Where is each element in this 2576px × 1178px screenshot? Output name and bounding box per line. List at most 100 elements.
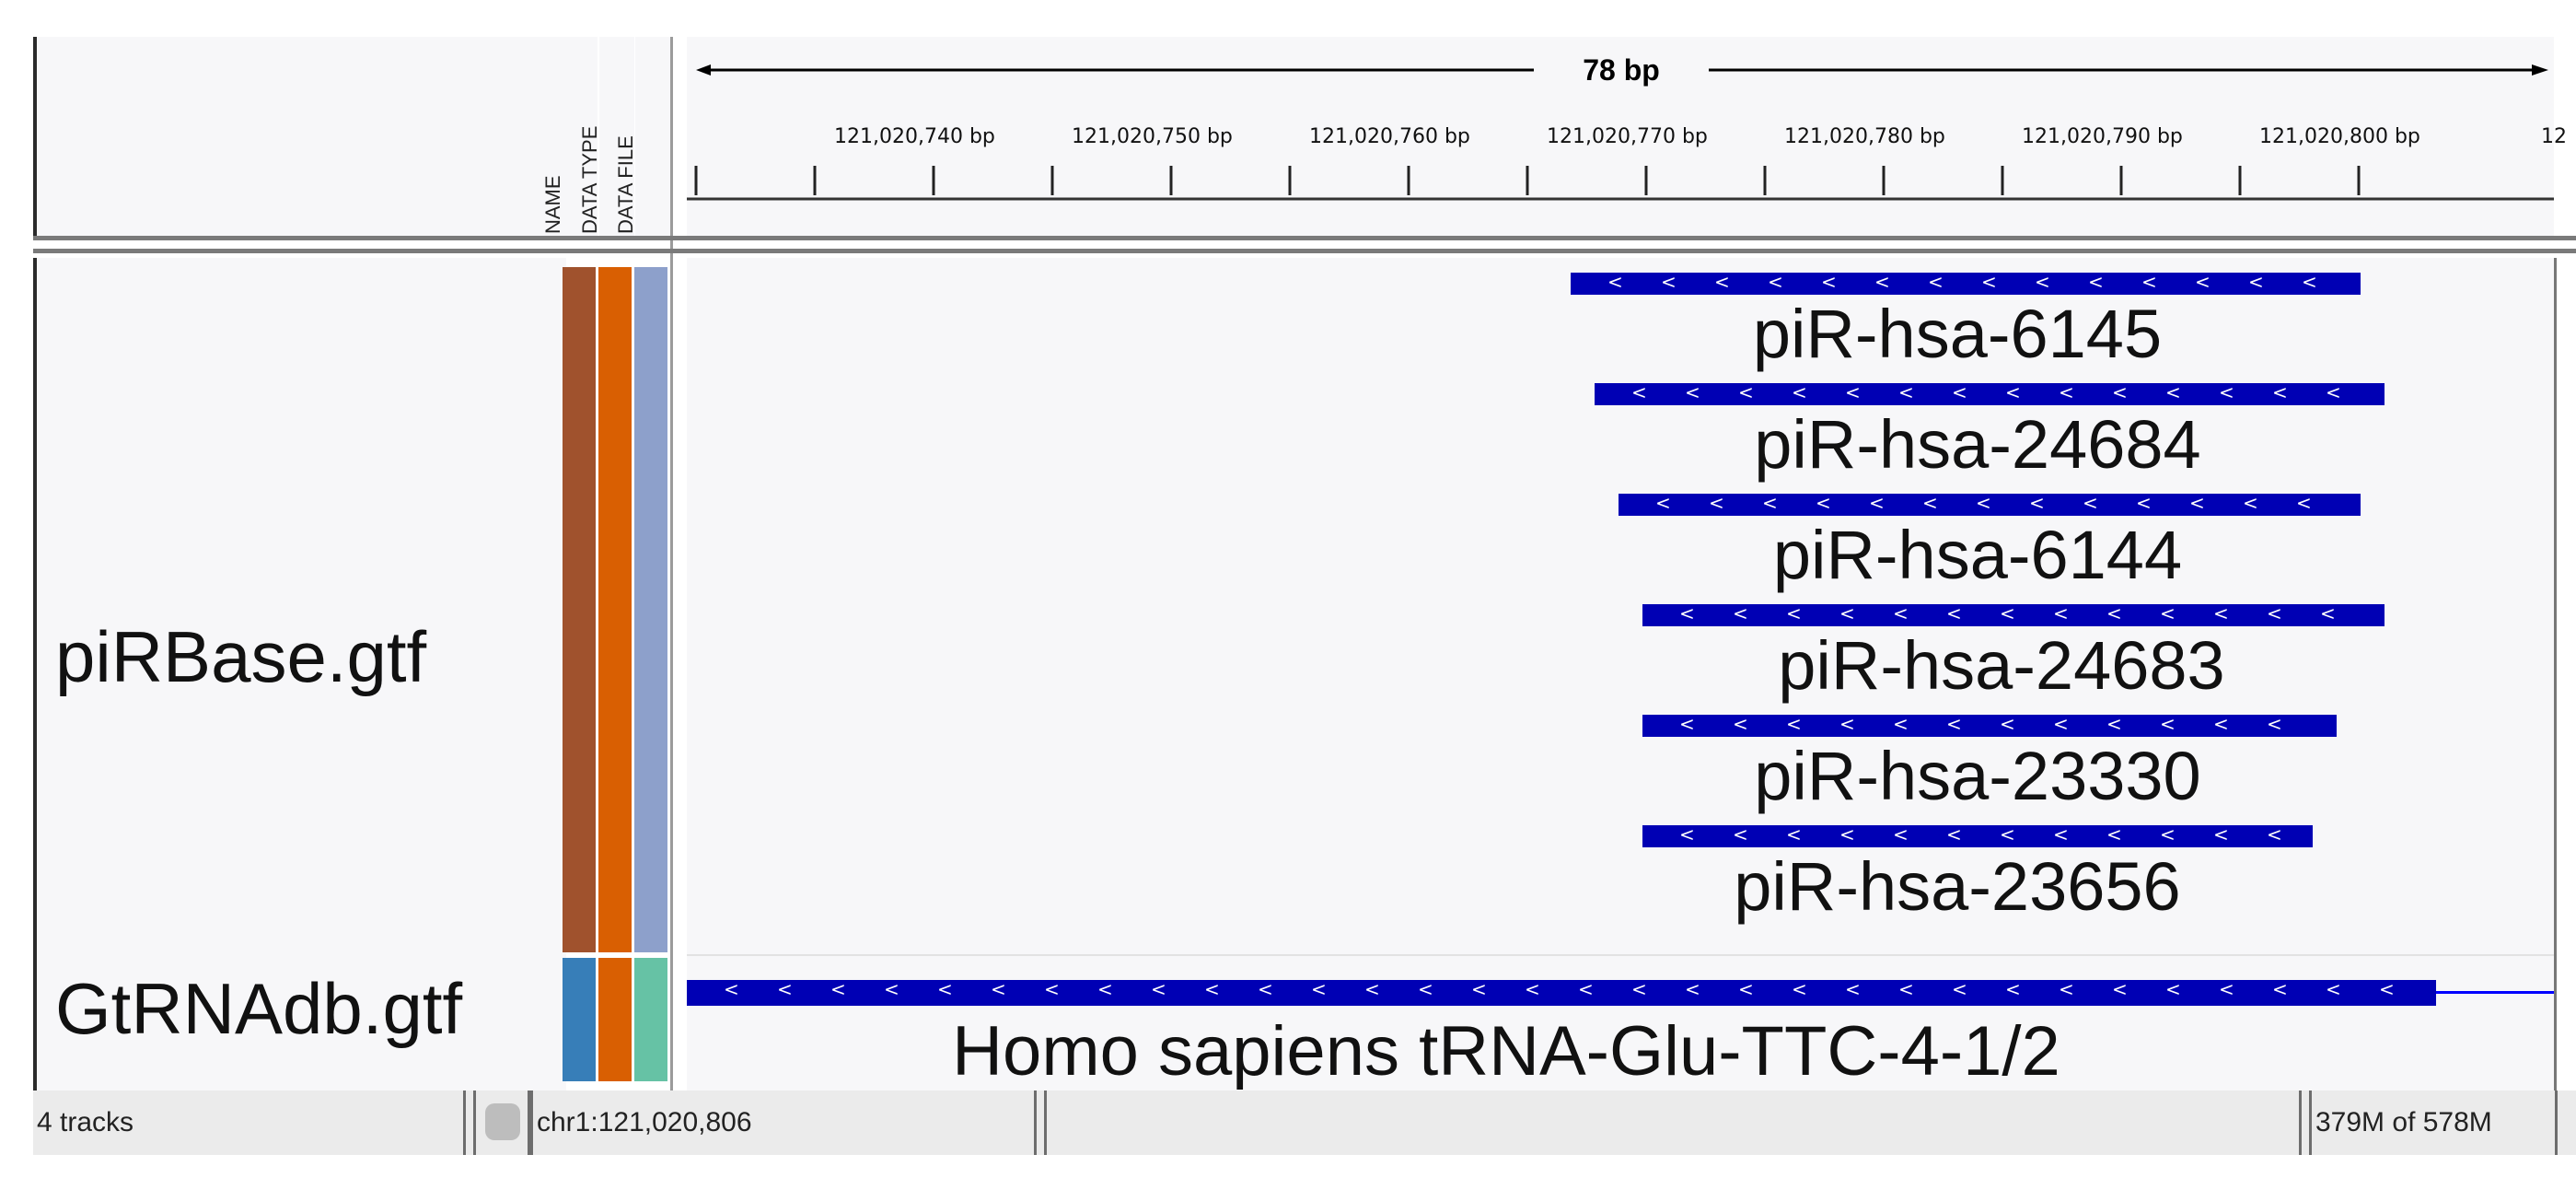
status-gc-box[interactable] (473, 1091, 530, 1155)
attribute-cell-pirbase-name[interactable] (563, 267, 596, 952)
track-name-gtrnadb[interactable]: GtRNAdb.gtf (55, 968, 463, 1049)
track-data-panel[interactable]: < < < < < < < < < < < < < < piR-hsa-6145 < < < < < < < < < < < <… (687, 258, 2557, 1091)
strand-arrow-icon: < (1044, 980, 1060, 1000)
strand-arrow-icon: < (1869, 494, 1885, 514)
ruler-tick-label: 121,020,800 bp (2259, 125, 2420, 148)
strand-arrow-icon: < (1893, 715, 1909, 735)
attribute-cell-gtrnadb-name[interactable] (563, 958, 596, 1081)
strand-arrow-icon: < (2165, 383, 2181, 403)
strand-arrow-icon: < (1418, 980, 1433, 1000)
strand-arrow-icon: < (2106, 715, 2122, 735)
strand-arrow-icon: < (2243, 494, 2258, 514)
strand-arrow-icon: < (1898, 980, 1914, 1000)
feature-pir-hsa-23656[interactable]: < < < < < < < < < < < < (1642, 825, 2313, 847)
strand-arrow-icon: < (2248, 273, 2264, 293)
strand-arrow-icon: < (2112, 383, 2128, 403)
feature-pir-hsa-24684[interactable]: < < < < < < < < < < < < < < (1595, 383, 2385, 405)
feature-label: piR-hsa-6145 (1752, 296, 2163, 372)
strand-arrow-icon: < (1952, 383, 1967, 403)
strand-arrow-icon: < (1151, 980, 1166, 1000)
strand-arrow-icon: < (1685, 980, 1700, 1000)
status-message (1044, 1091, 2302, 1155)
feature-pir-hsa-23330[interactable]: < < < < < < < < < < < < (1642, 715, 2337, 737)
attribute-header-data-type[interactable]: DATA TYPE (578, 37, 634, 239)
feature-pir-hsa-24683[interactable]: < < < < < < < < < < < < < (1642, 604, 2385, 626)
status-memory: 379M of 578M (2309, 1091, 2558, 1155)
strand-arrow-icon: < (1679, 715, 1695, 735)
feature-label: piR-hsa-23330 (1754, 738, 2201, 814)
strand-arrow-icon: < (2320, 604, 2336, 624)
strand-arrow-icon: < (1631, 980, 1647, 1000)
strand-arrow-icon: < (1976, 494, 1991, 514)
feature-label: piR-hsa-23656 (1734, 848, 2181, 925)
track-separator (687, 954, 2554, 956)
ruler-tick-label: 121,020,770 bp (1547, 125, 1708, 148)
strand-arrow-icon: < (2267, 604, 2282, 624)
strand-arrow-icon: < (1607, 273, 1623, 293)
strand-arrow-icon: < (2219, 383, 2234, 403)
strand-arrow-icon: < (1922, 494, 1938, 514)
attribute-cell-gtrnadb-data-type[interactable] (598, 958, 632, 1081)
status-bar: 4 tracks chr1:121,020,806 379M of 578M (33, 1091, 2576, 1155)
strand-arrow-icon: < (1928, 273, 1944, 293)
strand-arrow-icon: < (2267, 715, 2282, 735)
strand-arrow-icon: < (2000, 825, 2015, 846)
strand-arrow-icon: < (2195, 273, 2210, 293)
strand-arrow-icon: < (1768, 273, 1783, 293)
feature-pir-hsa-6145[interactable]: < < < < < < < < < < < < < < (1571, 273, 2361, 295)
strand-arrow-icon: < (2213, 715, 2229, 735)
strand-arrow-icon: < (884, 980, 899, 1000)
strand-arrow-icon: < (2160, 825, 2176, 846)
strand-arrow-icon: < (1952, 980, 1967, 1000)
strand-arrow-icon: < (2106, 604, 2122, 624)
strand-arrow-icon: < (1631, 383, 1647, 403)
strand-arrow-icon: < (2326, 980, 2341, 1000)
header-divider-lower (33, 249, 2576, 253)
strand-arrow-icon: < (1655, 494, 1671, 514)
feature-trna-glu-ttc-4-1-2[interactable]: < < < < < < < < < < < < < < < < < < < < < < < < < < < < < < < < (687, 980, 2436, 1006)
attribute-header-data-file[interactable]: DATA FILE (614, 37, 670, 239)
strand-arrow-icon: < (1578, 980, 1594, 1000)
strand-arrow-icon: < (2106, 825, 2122, 846)
attribute-panel-separator[interactable] (670, 37, 673, 1091)
strand-arrow-icon: < (1661, 273, 1677, 293)
memory-gc-icon[interactable] (485, 1103, 520, 1140)
strand-arrow-icon: < (1792, 383, 1807, 403)
feature-intron-line (2436, 991, 2554, 994)
strand-arrow-icon: < (2000, 715, 2015, 735)
attribute-cell-pirbase-data-type[interactable] (598, 267, 632, 952)
strand-arrow-icon: < (1258, 980, 1273, 1000)
attribute-header-name[interactable]: NAME (541, 37, 598, 239)
strand-arrow-icon: < (1762, 494, 1778, 514)
ruler-tick-label: 121,020,750 bp (1072, 125, 1233, 148)
strand-arrow-icon: < (1679, 604, 1695, 624)
strand-arrow-icon: < (991, 980, 1006, 1000)
strand-arrow-icon: < (2083, 494, 2098, 514)
ruler-panel[interactable]: 78 bp 121,020,740 bp 121,020,750 bp 121,… (687, 37, 2567, 239)
header-name-panel (33, 37, 566, 239)
strand-arrow-icon: < (2053, 825, 2069, 846)
header-divider[interactable] (33, 236, 2576, 240)
attribute-label-data-file: DATA FILE (614, 135, 637, 234)
strand-arrow-icon: < (1471, 980, 1487, 1000)
feature-label: piR-hsa-24684 (1754, 406, 2201, 483)
strand-arrow-icon: < (1821, 273, 1837, 293)
strand-arrow-icon: < (724, 980, 739, 1000)
strand-arrow-icon: < (2053, 604, 2069, 624)
track-name-panel: piRBase.gtf GtRNAdb.gtf (33, 258, 566, 1091)
strand-arrow-icon: < (1946, 715, 1962, 735)
feature-pir-hsa-6144[interactable]: < < < < < < < < < < < < < (1619, 494, 2361, 516)
strand-arrow-icon: < (2029, 494, 2045, 514)
strand-arrow-icon: < (2053, 715, 2069, 735)
strand-arrow-icon: < (1709, 494, 1724, 514)
strand-arrow-icon: < (2160, 715, 2176, 735)
strand-arrow-icon: < (2088, 273, 2104, 293)
strand-arrow-icon: < (1874, 273, 1890, 293)
strand-arrow-icon: < (2219, 980, 2234, 1000)
ruler-tick-label: 121,020,780 bp (1784, 125, 1945, 148)
attribute-cell-pirbase-data-file[interactable] (634, 267, 667, 952)
strand-arrow-icon: < (2160, 604, 2176, 624)
track-name-pirbase[interactable]: piRBase.gtf (55, 616, 427, 697)
attribute-cell-gtrnadb-data-file[interactable] (634, 958, 667, 1081)
span-length-label: 78 bp (1534, 53, 1709, 87)
